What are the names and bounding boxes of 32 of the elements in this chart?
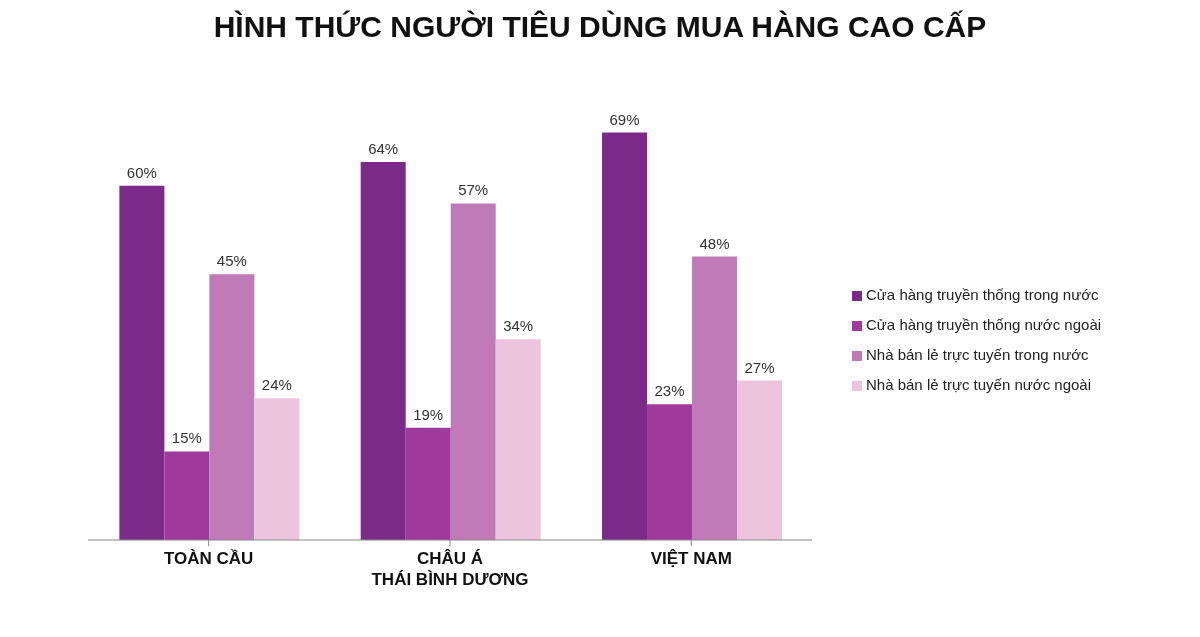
data-label: 19% xyxy=(413,405,444,423)
bar xyxy=(360,162,406,540)
data-label: 60% xyxy=(126,163,157,181)
data-label: 48% xyxy=(699,234,730,252)
data-label: 27% xyxy=(744,358,775,376)
bar xyxy=(405,427,451,540)
data-label: 15% xyxy=(171,429,202,447)
data-label: 64% xyxy=(368,140,399,158)
x-tick-label: VIỆT NAM xyxy=(650,549,732,568)
bar xyxy=(602,132,648,540)
data-label: 57% xyxy=(458,181,489,199)
data-label: 23% xyxy=(654,382,685,400)
bar xyxy=(119,185,165,540)
legend-label: Nhà bán lẻ trực tuyến nước ngoài xyxy=(866,376,1092,393)
bar xyxy=(164,451,210,540)
chart-title: HÌNH THỨC NGƯỜI TIÊU DÙNG MUA HÀNG CAO CẤP xyxy=(212,10,988,45)
bar xyxy=(254,398,300,540)
x-tick-label: TOÀN CẦU xyxy=(163,549,254,568)
bar xyxy=(209,274,255,540)
data-label: 34% xyxy=(503,317,534,335)
legend-label: Cửa hàng truyền thống nước ngoài xyxy=(866,316,1102,333)
legend-label: Cửa hàng truyền thống trong nước xyxy=(866,286,1099,303)
bar xyxy=(737,380,783,540)
data-label: 69% xyxy=(609,110,640,128)
bar xyxy=(450,203,496,540)
bar xyxy=(692,256,738,540)
bar xyxy=(647,404,693,540)
bar xyxy=(495,339,541,540)
x-tick-label: CHÂU Á THÁI BÌNH DƯƠNG xyxy=(371,549,529,589)
data-label: 24% xyxy=(261,376,292,394)
data-label: 45% xyxy=(216,252,247,270)
legend-label: Nhà bán lẻ trực tuyến trong nước xyxy=(866,346,1089,363)
